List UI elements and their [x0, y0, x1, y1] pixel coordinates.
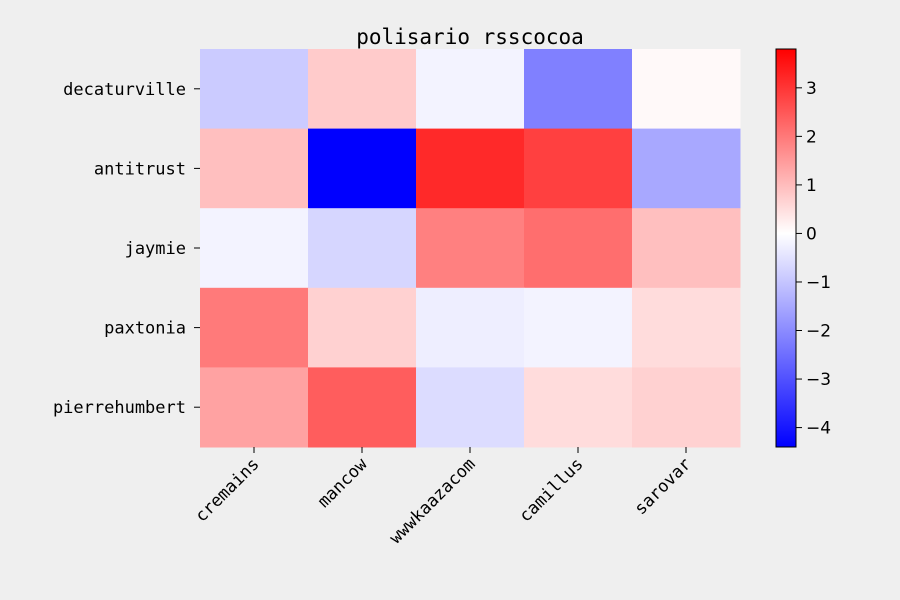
y-tick-label: paxtonia — [104, 319, 186, 339]
colorbar-tick-label: −4 — [806, 419, 831, 439]
colorbar-tick-label: 1 — [806, 176, 817, 196]
x-tick-label: mancow — [314, 454, 372, 512]
colorbar-ticks: 3 2 1 0 −1 −2 −3 −4 — [796, 79, 831, 439]
colorbar-tick-label: 0 — [806, 224, 817, 244]
heatmap-cell — [308, 208, 417, 289]
heatmap-cell — [632, 367, 741, 448]
x-tick-label: wwwkaazacom — [386, 454, 480, 548]
colorbar-tick-label: 2 — [806, 127, 817, 147]
heatmap-cell — [200, 49, 309, 130]
heatmap-cell — [200, 287, 309, 368]
heatmap-cell — [632, 208, 741, 289]
heatmap-cell — [200, 208, 309, 289]
x-tick-label: sarovar — [631, 454, 696, 519]
heatmap-cell — [416, 367, 525, 448]
heatmap-cell — [524, 208, 633, 289]
y-tick-label: antitrust — [94, 159, 186, 179]
colorbar-tick-label: −3 — [806, 370, 831, 390]
heatmap-cell — [524, 49, 633, 130]
y-tick-label: decaturville — [63, 80, 186, 100]
heatmap-cell — [632, 49, 741, 130]
heatmap-cell — [632, 128, 741, 209]
colorbar-tick-label: −2 — [806, 322, 831, 342]
heatmap-cell — [416, 49, 525, 130]
heatmap-cell — [524, 128, 633, 209]
heatmap-cell — [632, 287, 741, 368]
colorbar-tick-label: 3 — [806, 79, 817, 99]
chart-title: polisario rsscocoa — [356, 25, 584, 49]
colorbar — [775, 48, 797, 448]
heatmap-cell — [524, 287, 633, 368]
heatmap-cell — [308, 49, 417, 130]
colorbar-tick-label: −1 — [806, 273, 831, 293]
heatmap-cell — [524, 367, 633, 448]
x-tick-label: cremains — [191, 454, 263, 526]
x-tick-label: camillus — [515, 454, 587, 526]
heatmap-cell — [416, 128, 525, 209]
x-axis: cremains mancow wwwkaazacom camillus sarovar — [191, 447, 696, 548]
heatmap-cell — [416, 287, 525, 368]
heatmap-cell — [200, 128, 309, 209]
heatmap-cells — [200, 49, 741, 448]
heatmap-cell — [308, 287, 417, 368]
heatmap-cell — [200, 367, 309, 448]
heatmap-cell — [308, 367, 417, 448]
heatmap-cell — [416, 208, 525, 289]
y-axis: decaturville antitrust jaymie paxtonia pierr… — [53, 80, 200, 418]
heatmap-cell — [308, 128, 417, 209]
y-tick-label: pierrehumbert — [53, 398, 186, 418]
y-tick-label: jaymie — [125, 239, 186, 259]
